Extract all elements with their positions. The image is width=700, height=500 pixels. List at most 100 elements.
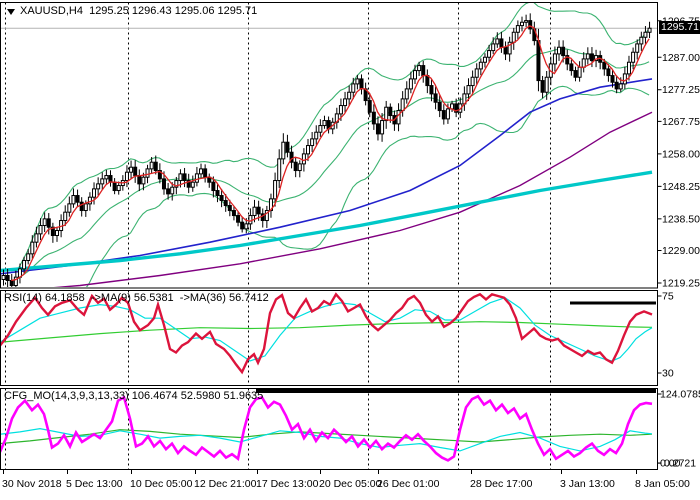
candle-body: [215, 190, 220, 197]
candle-body: [626, 61, 631, 75]
candle-body: [1, 275, 6, 281]
candle-body: [384, 106, 389, 122]
candle-body: [355, 78, 360, 85]
price-axis-label: 1229.00: [662, 245, 700, 257]
candle-body: [285, 141, 290, 153]
candle-body: [34, 233, 39, 243]
candle-body: [408, 78, 413, 90]
candle-body: [314, 131, 319, 140]
candle-body: [5, 275, 10, 282]
candle-body: [46, 218, 51, 228]
candle-body: [318, 125, 323, 133]
candle-body: [161, 178, 166, 190]
candle-body: [153, 161, 158, 172]
cfg-axis-label: 0.00: [660, 458, 681, 470]
time-axis-label[interactable]: 28 Dec 17:00: [470, 478, 533, 490]
candle-body: [635, 43, 640, 53]
cfg-axis-label: 124.0785: [660, 389, 700, 401]
candle-body: [178, 173, 183, 182]
candle-body: [100, 178, 105, 185]
candle-body: [13, 276, 18, 286]
candle-body: [108, 175, 113, 183]
time-axis-label[interactable]: 26 Dec 01:00: [377, 478, 440, 490]
candle-body: [67, 203, 72, 213]
candle-body: [380, 120, 385, 135]
candle-body: [388, 106, 393, 117]
candle-body: [256, 206, 261, 215]
candle-body: [112, 181, 117, 192]
candle-body: [277, 158, 282, 182]
candle-body: [610, 75, 615, 83]
candle-body: [149, 161, 154, 170]
time-axis-label[interactable]: 5 Dec 13:00: [66, 478, 123, 490]
candle-body: [244, 223, 249, 230]
time-axis-label[interactable]: 10 Dec 05:00: [130, 478, 193, 490]
time-axis-label[interactable]: 12 Dec 21:00: [194, 478, 257, 490]
candle-body: [400, 98, 405, 112]
candle-body: [396, 110, 401, 125]
candle-body: [63, 211, 68, 222]
candle-body: [264, 210, 269, 222]
candle-body: [79, 201, 84, 212]
candle-body: [297, 163, 302, 172]
candle-body: [199, 168, 204, 175]
price-axis-label: 1277.25: [662, 84, 700, 96]
candle-body: [50, 226, 55, 237]
candle-body: [606, 68, 611, 77]
candle-body: [137, 175, 142, 185]
price-axis-label: 1219.25: [662, 278, 700, 290]
candle-body: [524, 20, 529, 23]
candle-body: [478, 61, 483, 70]
candle-body: [141, 176, 146, 185]
candle-body: [219, 195, 224, 202]
candle-body: [474, 68, 479, 78]
candle-body: [104, 175, 109, 180]
candle-body: [602, 61, 607, 70]
candle-body: [614, 81, 619, 90]
candle-body: [54, 230, 59, 237]
price-axis-label: 1258.00: [662, 148, 700, 160]
candle-body: [631, 51, 636, 63]
candle-body: [622, 73, 627, 85]
candle-body: [371, 111, 376, 125]
candle-body: [322, 120, 327, 127]
cfg-panel[interactable]: [0, 389, 656, 470]
candle-body: [581, 58, 586, 68]
time-axis-label[interactable]: 8 Jan 05:00: [635, 478, 690, 490]
candle-body: [203, 168, 208, 178]
candle-body: [92, 188, 97, 198]
candle-body: [519, 21, 524, 27]
candle-body: [585, 53, 590, 60]
current-price-badge: 1295.71: [659, 21, 700, 34]
rsi-panel-border: [0, 290, 658, 386]
candle-body: [248, 215, 253, 225]
candle-body: [441, 110, 446, 120]
time-axis-label[interactable]: 17 Dec 13:00: [256, 478, 319, 490]
candle-body: [404, 88, 409, 100]
main-chart-panel[interactable]: [0, 2, 657, 301]
price-axis-label: 1287.00: [662, 52, 700, 64]
candle-body: [182, 173, 187, 182]
time-axis-label[interactable]: 3 Jan 13:00: [560, 478, 615, 490]
candle-body: [75, 195, 80, 203]
time-axis-label[interactable]: 30 Nov 2018: [2, 478, 62, 490]
price-axis-label: 1238.50: [662, 213, 700, 225]
candle-body: [26, 253, 31, 262]
candle-body: [503, 46, 508, 55]
candle-body: [511, 31, 516, 43]
rsi-panel[interactable]: [0, 291, 656, 386]
candle-body: [133, 166, 138, 177]
candle-body: [281, 141, 286, 160]
candle-body: [157, 170, 162, 180]
symbol-dropdown-icon: [7, 8, 15, 15]
time-axis-label[interactable]: 20 Dec 05:00: [319, 478, 382, 490]
cfg-panel-border: [0, 388, 658, 470]
candle-body: [643, 31, 648, 38]
candle-body: [454, 103, 459, 113]
candle-body: [306, 145, 311, 155]
candle-body: [536, 40, 541, 82]
chart-title: XAUUSD,H4 1295.25 1296.43 1295.06 1295.7…: [5, 5, 257, 17]
candle-body: [577, 66, 582, 78]
